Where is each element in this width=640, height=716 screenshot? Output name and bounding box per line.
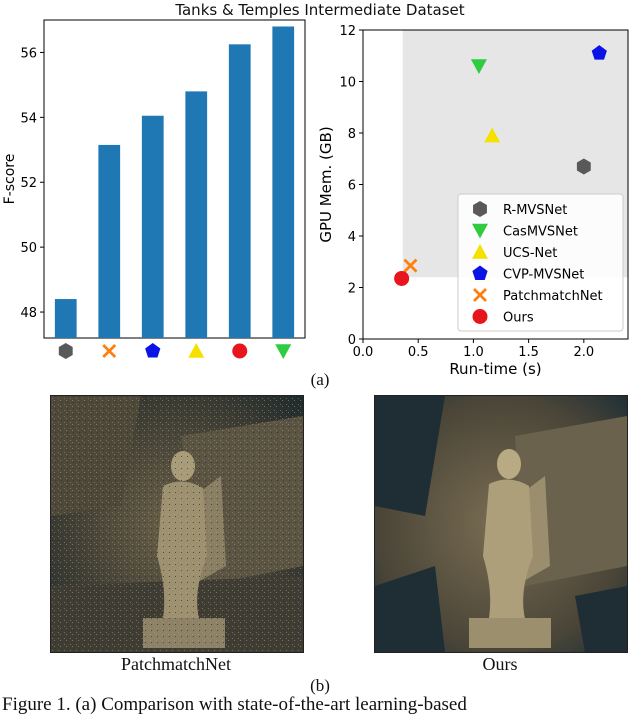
legend-label-cvp-mvsnet: CVP-MVSNet	[503, 268, 584, 283]
scatter-y-tick-label: 2	[348, 282, 356, 297]
scatter-y-tick-label: 6	[348, 179, 356, 194]
scatter-point-ucs-net	[484, 127, 501, 143]
bar-y-tick-label: 56	[20, 46, 37, 61]
bar-y-tick-label: 54	[20, 111, 37, 126]
bar-casmvsnet	[272, 26, 295, 338]
bar-r-mvsnet	[54, 299, 77, 338]
bar-marker-patchmatchnet-stroke	[102, 344, 117, 358]
scatter-point-r-mvsnet	[576, 158, 591, 175]
legend-marker-r-mvsnet	[473, 201, 487, 217]
bar-ours	[228, 44, 251, 339]
bar-marker-r-mvsnet	[58, 343, 73, 359]
scatter-point-patchmatchnet	[403, 258, 418, 273]
scatter-y-axis-label: GPU Mem. (GB)	[317, 126, 335, 242]
legend-marker-casmvsnet	[472, 223, 488, 239]
legend-marker-ucs-net	[472, 244, 488, 259]
bar-patchmatchnet	[98, 144, 121, 338]
scatter-x-tick-label: 2.0	[573, 345, 594, 360]
legend-box	[457, 193, 624, 332]
ours-reconstruction-image	[374, 395, 628, 653]
bar-y-tick-label: 50	[20, 241, 37, 256]
patchmatchnet-label: PatchmatchNet	[121, 654, 231, 674]
caption-b: (b)	[310, 676, 330, 695]
scatter-x-tick-label: 0.5	[408, 345, 429, 360]
scatter-y-tick-label: 0	[348, 333, 356, 348]
scatter-y-tick-label: 10	[339, 76, 356, 91]
legend-marker-cvp-mvsnet	[472, 265, 488, 280]
bar-marker-ours	[232, 343, 248, 359]
bar-marker-cvp-mvsnet	[145, 343, 161, 358]
legend-label-casmvsnet: CasMVSNet	[503, 225, 578, 240]
bar-cvp-mvsnet	[141, 115, 164, 338]
legend-label-r-mvsnet: R-MVSNet	[503, 203, 567, 218]
legend-marker-patchmatchnet	[473, 288, 487, 302]
bar-y-tick-label: 48	[20, 306, 37, 321]
caption-a: (a)	[310, 370, 330, 389]
scatter-point-patchmatchnet-stroke	[403, 258, 418, 273]
scatter-y-tick-label: 4	[348, 230, 356, 245]
figure-caption: Figure 1. (a) Comparison with state-of-t…	[2, 694, 467, 715]
bar-y-axis-label: F-score	[2, 154, 18, 205]
bar-marker-patchmatchnet	[102, 344, 117, 358]
bar-y-tick-label: 52	[20, 176, 37, 191]
scatter-point-ours	[394, 270, 410, 286]
scatter-y-tick-label: 12	[339, 24, 356, 39]
scatter-point-cvp-mvsnet	[591, 45, 607, 60]
scatter-x-tick-label: 0.0	[353, 345, 374, 360]
scatter-x-tick-label: 1.5	[518, 345, 539, 360]
legend-label-ours: Ours	[503, 311, 534, 326]
legend-label-patchmatchnet: PatchmatchNet	[503, 289, 603, 304]
ours-label: Ours	[482, 654, 518, 674]
scatter-point-casmvsnet	[470, 59, 487, 75]
bar-chart: 48 50 52 54 56 F-score	[2, 19, 306, 359]
bar-plot-frame	[43, 19, 306, 339]
scatter-x-axis-label: Run-time (s)	[449, 360, 541, 378]
legend-marker-patchmatchnet-stroke	[473, 288, 487, 302]
patchmatchnet-reconstruction-image	[50, 395, 304, 653]
scatter-chart: 0.0 0.5 1.0 1.5 2.0 0 2 4 6 8 10 12 Run-time (s) GPU …	[317, 24, 629, 378]
scatter-x-tick-label: 1.0	[463, 345, 484, 360]
legend-label-ucs-net: UCS-Net	[503, 246, 557, 261]
bar-marker-casmvsnet	[275, 344, 292, 359]
legend-marker-ours	[472, 309, 488, 324]
figure-title: Tanks & Temples Intermediate Dataset	[175, 1, 465, 19]
bar-ucs-net	[185, 91, 208, 338]
bar-marker-ucs-net	[188, 343, 205, 358]
scatter-y-tick-label: 8	[348, 127, 356, 142]
